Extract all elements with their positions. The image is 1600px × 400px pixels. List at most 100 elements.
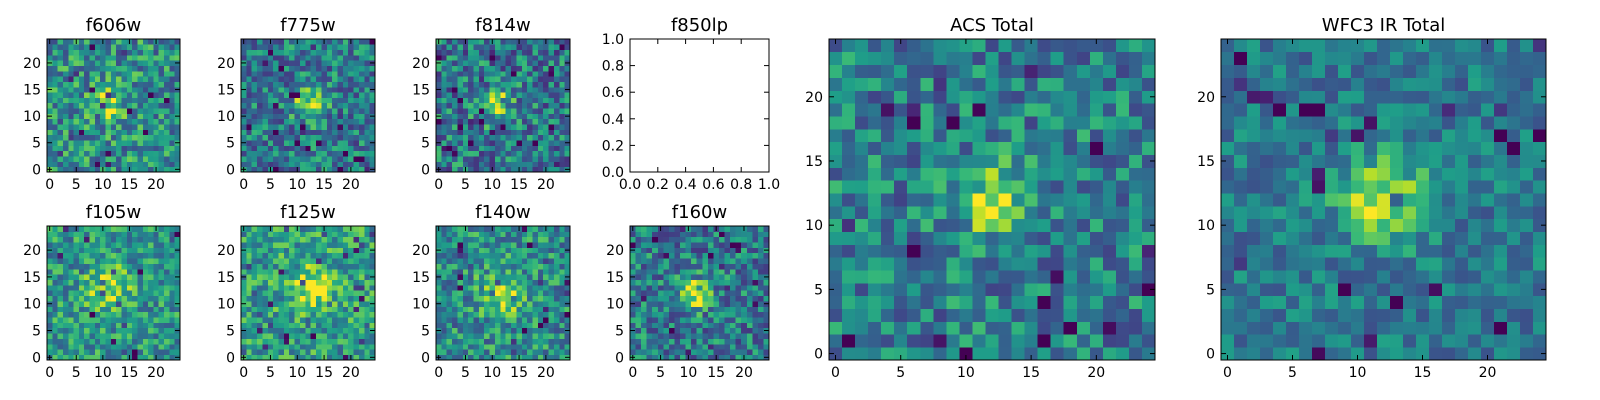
heatmap-cell [299,231,306,238]
heatmap-cell [521,134,528,141]
heatmap-cell [548,263,555,270]
heatmap-cell [635,242,642,248]
heatmap-cell [998,295,1012,310]
heatmap-cell [126,86,133,93]
heatmap-cell [121,54,128,61]
heatmap-cell [369,39,376,45]
heatmap-cell [735,290,742,297]
heatmap-cell [57,231,64,238]
heatmap-cell [527,333,533,339]
heatmap-cell [251,150,258,157]
heatmap-cell [337,81,344,88]
heatmap-cell [169,140,176,146]
heatmap-cell [663,317,670,323]
heatmap-cell [158,284,165,291]
heatmap-cell [933,180,947,194]
heatmap-cell [652,242,659,248]
heatmap-cell [305,349,312,356]
y-tick-label: 20 [412,243,430,259]
heatmap-cell [283,231,290,238]
heatmap-cell [500,108,507,114]
heatmap-cell [457,60,464,66]
heatmap-cell [257,150,263,157]
heatmap-cell [353,60,360,66]
heatmap-cell [94,108,101,114]
heatmap-cell [527,92,533,98]
heatmap-cell [84,327,90,334]
heatmap-cell [641,274,648,280]
heatmap-cell [436,311,442,318]
heatmap-cell [353,284,360,291]
heatmap-cell [446,81,453,88]
heatmap-cell [267,150,274,157]
heatmap-cell [494,102,501,109]
heatmap-cell [829,282,843,297]
heatmap-cell [691,268,698,275]
heatmap-cell [262,349,269,356]
heatmap-cell [1050,244,1065,258]
heatmap-cell [246,268,253,275]
heatmap-cell [484,97,490,104]
heatmap-cell [757,295,764,302]
heatmap-cell [289,65,295,72]
heatmap-cell [959,205,973,220]
heatmap-cell [559,145,566,152]
heatmap-cell [337,327,344,334]
heatmap-cell [842,205,856,220]
heatmap-cell [342,295,349,302]
heatmap-cell [457,322,464,329]
heatmap-cell [332,97,338,104]
heatmap-cell [369,44,376,51]
heatmap-cell [332,311,338,318]
heatmap-cell [548,81,555,88]
heatmap-cell [757,226,764,232]
heatmap-cell [763,231,770,238]
heatmap-cell [548,86,555,93]
heatmap-cell [321,268,328,275]
heatmap-cell [164,118,170,125]
heatmap-cell [78,145,85,152]
heatmap-cell [881,231,895,245]
heatmap-cell [278,140,285,146]
heatmap-cell [342,49,349,56]
heatmap-cell [142,354,149,361]
heatmap-cell [153,343,160,350]
heatmap-cell [68,97,74,104]
heatmap-cell [321,76,328,82]
heatmap-cell [57,322,64,329]
heatmap-cell [494,311,501,318]
heatmap-cell [164,65,170,72]
heatmap-cell [241,322,247,329]
heatmap-cell [316,134,322,141]
heatmap-cell [241,242,247,248]
heatmap-cell [137,317,144,323]
heatmap-cell [137,118,144,125]
heatmap-cell [478,279,485,286]
heatmap-cell [763,268,770,275]
heatmap-cell [105,102,112,109]
heatmap-cell [494,338,501,345]
heatmap-cell [121,306,128,313]
heatmap-cell [158,118,165,125]
heatmap-cell [321,108,328,114]
heatmap-cell [278,279,285,286]
heatmap-cell [116,49,122,56]
heatmap-cell [246,231,253,238]
heatmap-cell [564,65,571,72]
heatmap-cell [246,263,253,270]
heatmap-cell [246,108,253,114]
heatmap-cell [441,65,448,72]
heatmap-cell [337,306,344,313]
heatmap-cell [47,295,53,302]
heatmap-cell [553,70,560,77]
heatmap-cell [310,145,317,152]
heatmap-cell [457,124,464,130]
heatmap-cell [294,274,301,280]
heatmap-cell [110,252,117,259]
heatmap-cell [543,343,549,350]
heatmap-cell [353,124,360,130]
heatmap-cell [484,242,490,248]
heatmap-cell [62,54,69,61]
heatmap-cell [126,349,133,356]
heatmap-cell [559,49,566,56]
